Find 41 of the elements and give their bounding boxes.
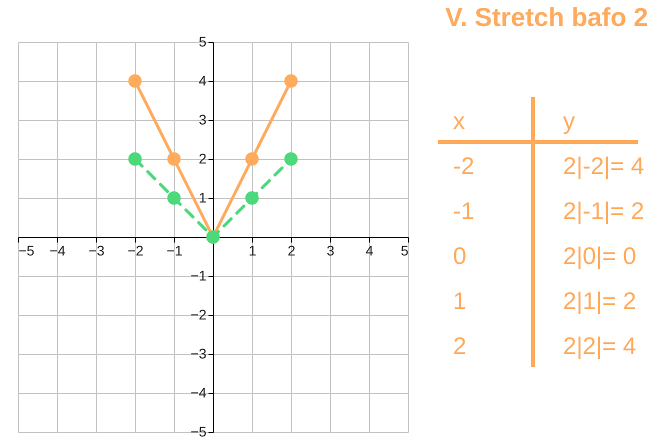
- text: 0: [453, 243, 466, 270]
- point: [128, 74, 142, 88]
- y-tick-label: 5: [198, 34, 207, 50]
- text: 2: [453, 333, 466, 360]
- y-tick-label: −4: [190, 384, 207, 400]
- point: [167, 191, 181, 205]
- x-tick-label: −3: [88, 242, 105, 258]
- y-tick-label: −2: [190, 306, 207, 322]
- text: 2|-2|= 4: [563, 153, 644, 180]
- x-tick-label: 3: [326, 242, 335, 258]
- point: [245, 191, 259, 205]
- text: 2|2|= 4: [563, 333, 636, 360]
- point: [167, 152, 181, 166]
- text: x: [453, 108, 465, 135]
- y-tick-label: −1: [190, 268, 207, 284]
- point: [284, 152, 298, 166]
- x-tick-label: −4: [50, 242, 66, 258]
- y-tick-label: −5: [190, 424, 207, 440]
- point: [128, 152, 142, 166]
- x-tick-label: 5: [400, 242, 409, 258]
- point: [284, 74, 298, 88]
- text: V. Stretch bafo 2: [445, 2, 648, 32]
- text: y: [563, 108, 575, 135]
- x-tick-label: −2: [128, 242, 144, 258]
- y-tick-label: −3: [190, 346, 207, 362]
- text: 2|1|= 2: [563, 288, 636, 315]
- y-tick-label: 3: [198, 112, 207, 128]
- text: 2|-1|= 2: [563, 198, 644, 225]
- x-tick-label: −5: [18, 242, 35, 258]
- y-tick-label: 2: [198, 150, 207, 166]
- y-tick-label: 1: [198, 190, 207, 206]
- text: -2: [453, 153, 474, 180]
- point: [245, 152, 259, 166]
- text: 1: [453, 288, 466, 315]
- x-tick-label: −1: [166, 242, 183, 258]
- text: 2|0|= 0: [563, 243, 636, 270]
- y-tick-label: 4: [198, 72, 207, 88]
- x-tick-label: 4: [366, 242, 374, 258]
- text: -1: [453, 198, 474, 225]
- x-tick-label: 2: [288, 242, 296, 258]
- x-tick-label: 1: [248, 242, 257, 258]
